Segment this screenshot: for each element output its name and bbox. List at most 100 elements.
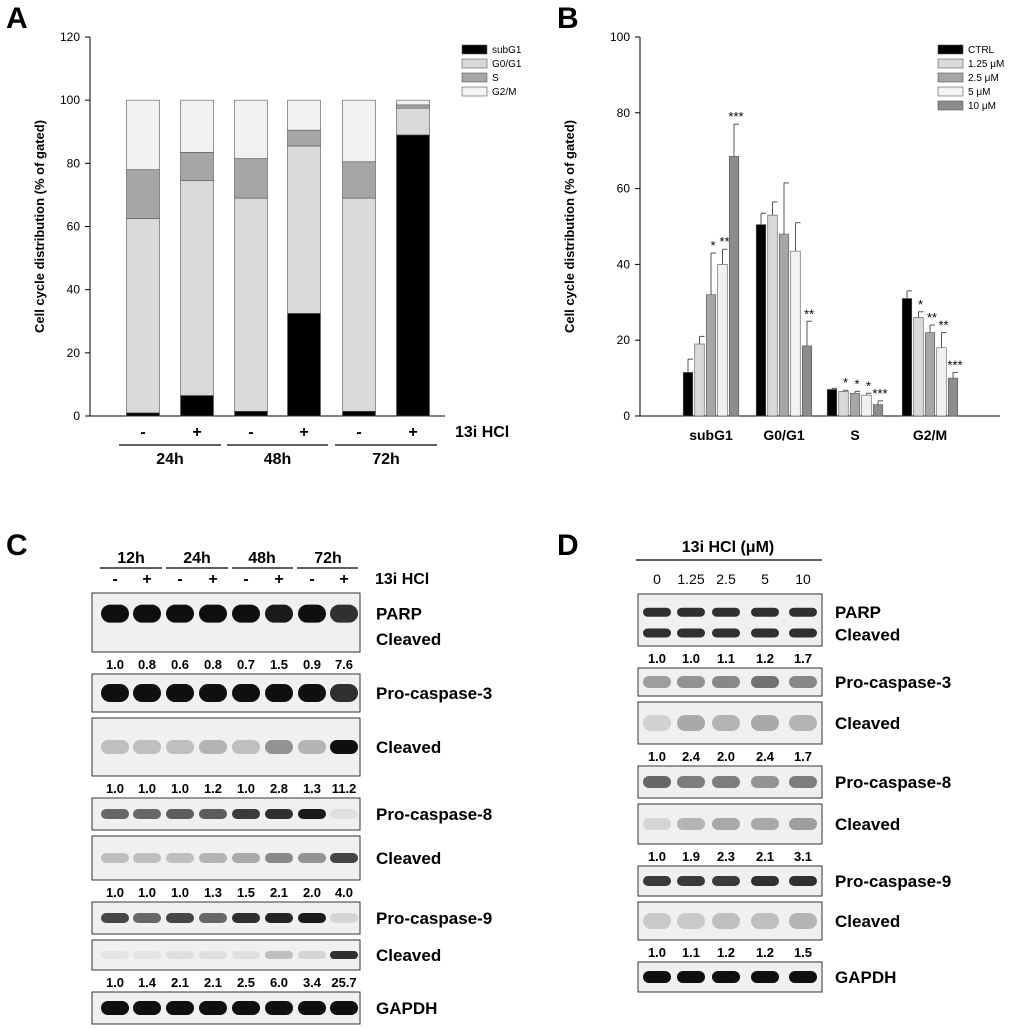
y-tick-label: 120 (60, 30, 80, 44)
y-axis-title: Cell cycle distribution (% of gated) (562, 120, 577, 333)
band-ratio: 11.2 (332, 781, 357, 796)
significance-marker: *** (872, 386, 887, 401)
time-label-48h: 48h (248, 550, 276, 567)
y-tick-label: 40 (67, 283, 81, 297)
group-label: 24h (156, 451, 184, 468)
x-tick-label: - (356, 424, 361, 441)
band-ratio: 1.9 (682, 849, 700, 864)
bar (694, 343, 705, 417)
blot-band (232, 951, 260, 959)
bar-segment (180, 395, 214, 417)
blot-label: Cleaved (835, 714, 900, 733)
blot-band (265, 1001, 293, 1015)
blot-band (298, 740, 326, 754)
bar (717, 264, 728, 417)
blot-band (133, 951, 161, 959)
bar (728, 156, 740, 417)
band-ratio: 2.1 (270, 885, 288, 900)
blot-label: Cleaved (835, 626, 900, 645)
blot-band (232, 740, 260, 754)
blot-band (265, 853, 293, 863)
blot-band (101, 913, 129, 923)
blot-band (789, 715, 817, 731)
x-tick-label: + (408, 424, 417, 441)
band-ratio: 1.5 (270, 657, 288, 672)
blot-band (298, 913, 326, 923)
bar-segment (342, 99, 376, 163)
bar-segment (234, 99, 268, 159)
bar-segment (126, 169, 160, 219)
bar-segment (287, 313, 321, 417)
band-ratio: 25.7 (331, 975, 356, 990)
band-ratio: 1.2 (756, 945, 774, 960)
time-label-12h: 12h (117, 550, 145, 567)
bar-segment (287, 99, 321, 131)
lane-sign: - (309, 571, 314, 588)
legend-swatch (461, 58, 488, 69)
band-ratio: 7.6 (335, 657, 353, 672)
band-ratio: 1.0 (138, 781, 156, 796)
blot-band (330, 740, 358, 754)
blot-label: Cleaved (835, 912, 900, 931)
blot-band (789, 776, 817, 788)
blot-band (643, 676, 671, 688)
band-ratio: 1.5 (794, 945, 812, 960)
band-ratio: 1.0 (682, 651, 700, 666)
band-ratio: 0.8 (204, 657, 222, 672)
bar (705, 294, 717, 417)
blot-label: Pro-caspase-8 (376, 805, 492, 824)
y-tick-label: 20 (67, 346, 81, 360)
blot-band (751, 776, 779, 788)
bar (913, 317, 924, 417)
band-ratio: 1.0 (648, 749, 666, 764)
band-ratio: 0.6 (171, 657, 189, 672)
blot-band (101, 684, 129, 702)
blot-band (751, 913, 779, 929)
band-ratio: 1.4 (138, 975, 157, 990)
legend-label: S (492, 73, 499, 84)
significance-marker: * (918, 297, 923, 312)
blot-band (298, 1001, 326, 1015)
panel-letter-c: C (6, 529, 28, 562)
western-blot-c: 12h 24h 48h 72h 13i HCl - + - + - + - + PARP Clea… (91, 550, 492, 1025)
blot-band (751, 971, 779, 983)
blot-band (643, 876, 671, 886)
blot-band (712, 628, 740, 638)
bar (901, 298, 913, 417)
blot-label: Cleaved (835, 815, 900, 834)
blot-band (166, 951, 194, 959)
blot-band (133, 1001, 161, 1015)
bar (826, 389, 838, 417)
lane-sign: - (112, 571, 117, 588)
band-ratio: 1.1 (717, 651, 735, 666)
band-ratio: 1.2 (717, 945, 735, 960)
bar (790, 250, 801, 417)
band-ratio: 1.1 (682, 945, 700, 960)
group-label: 48h (264, 451, 292, 468)
blot-box (637, 593, 823, 647)
legend-label: 5 μM (968, 87, 990, 98)
band-ratio: 4.0 (335, 885, 353, 900)
blot-band (751, 818, 779, 830)
group-label: 72h (372, 451, 400, 468)
bar (936, 347, 947, 417)
blot-band (298, 809, 326, 819)
band-ratio: 1.7 (794, 651, 812, 666)
bar-segment (126, 412, 160, 417)
blot-label: Cleaved (376, 946, 441, 965)
bar (872, 404, 884, 417)
blot-band (166, 684, 194, 702)
bar-segment (234, 410, 268, 417)
treatment-label-c: 13i HCl (375, 571, 429, 588)
band-ratio: 1.0 (648, 849, 666, 864)
blot-band (330, 853, 358, 863)
blot-band (166, 913, 194, 923)
bar-segment (234, 158, 268, 199)
band-ratio: 6.0 (270, 975, 288, 990)
blot-label: PARP (376, 605, 422, 624)
bar-segment (180, 151, 214, 182)
band-ratio: 2.1 (756, 849, 774, 864)
bar (801, 345, 813, 417)
y-tick-label: 100 (610, 30, 630, 44)
legend-swatch (937, 72, 964, 83)
